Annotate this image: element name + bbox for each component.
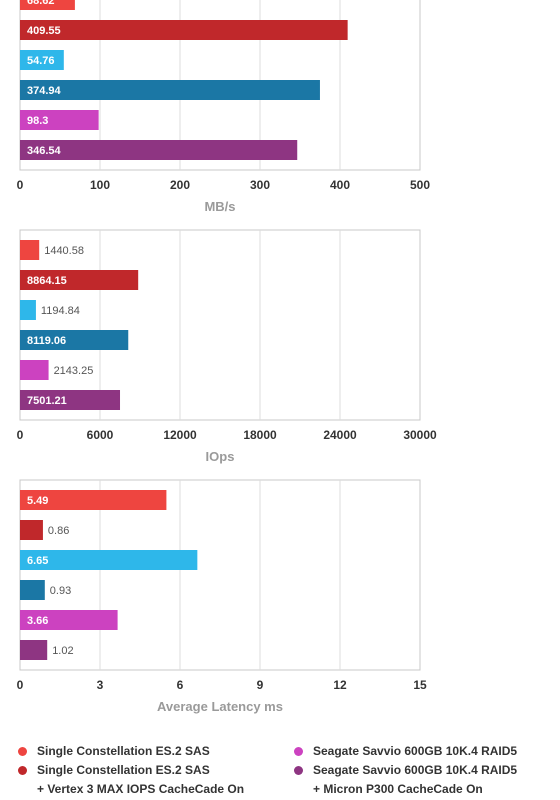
bar-value-label: 1440.58 [44, 245, 84, 257]
bar [20, 520, 43, 540]
bar-value-label: 6.65 [27, 555, 48, 567]
legend-swatch-2 [18, 766, 27, 775]
bar-value-label: 346.54 [27, 145, 62, 157]
legend-label-4: Seagate Savvio 600GB 10K.4 RAID5 [313, 763, 518, 777]
x-tick-label: 18000 [243, 428, 277, 442]
bar [20, 640, 48, 660]
bar-value-label: 7501.21 [27, 395, 67, 407]
x-tick-label: 6 [177, 678, 184, 692]
x-tick-label: 300 [250, 178, 270, 192]
legend-label-2-line2: + Vertex 3 MAX IOPS CacheCade On [37, 782, 245, 796]
x-tick-label: 30000 [403, 428, 437, 442]
legend: Single Constellation ES.2 SAS Single Con… [0, 742, 560, 800]
bar [20, 140, 298, 160]
bar [20, 270, 139, 290]
x-tick-label: 0 [17, 428, 24, 442]
x-tick-label: 9 [257, 678, 264, 692]
bar [20, 80, 320, 100]
bar [20, 330, 129, 350]
bar [20, 580, 45, 600]
x-tick-label: 100 [90, 178, 110, 192]
bar-value-label: 0.93 [50, 585, 71, 597]
x-axis-title: IOps [206, 449, 235, 464]
bar-value-label: 8119.06 [27, 335, 66, 347]
bar [20, 610, 118, 630]
bar [20, 0, 75, 10]
plot-frame-3 [19, 479, 421, 671]
bar [20, 240, 40, 260]
legend-label-4-line2: + Micron P300 CacheCade On [313, 782, 483, 796]
bar [20, 50, 64, 70]
legend-label-1: Single Constellation ES.2 SAS [37, 744, 210, 758]
bar-value-label: 5.49 [27, 495, 48, 507]
legend-swatch-4 [294, 766, 303, 775]
bar-value-label: 8864.15 [27, 275, 67, 287]
legend-swatch-3 [294, 747, 303, 756]
x-tick-label: 0 [17, 678, 24, 692]
x-tick-label: 24000 [323, 428, 357, 442]
x-tick-label: 3 [97, 678, 104, 692]
bar-value-label: 1194.84 [41, 305, 80, 317]
x-tick-label: 6000 [87, 428, 114, 442]
x-tick-label: 12000 [163, 428, 197, 442]
bar-value-label: 68.62 [27, 0, 55, 7]
bar [20, 20, 348, 40]
x-tick-label: 500 [410, 178, 430, 192]
bar [20, 490, 167, 510]
bar-value-label: 98.3 [27, 115, 48, 127]
plot-frame-2 [19, 229, 421, 421]
legend-swatch-1 [18, 747, 27, 756]
charts-svg: 0 100 200 300 400 500MB/s68.62409.5554.76374.… [17, 0, 437, 714]
bar [20, 550, 198, 570]
bar-value-label: 54.76 [27, 55, 55, 67]
bar [20, 110, 99, 130]
x-tick-label: 0 [17, 178, 24, 192]
x-tick-label: 400 [330, 178, 350, 192]
x-axis-title: MB/s [204, 199, 235, 214]
bar-value-label: 0.86 [48, 525, 69, 537]
x-tick-label: 12 [333, 678, 347, 692]
charts-area: 0 100 200 300 400 500 MB/s 68.62 409.55 54.76 374.… [17, 0, 437, 714]
bar [20, 360, 49, 380]
bar [20, 390, 121, 410]
x-tick-label: 15 [413, 678, 427, 692]
bar-value-label: 3.66 [27, 615, 48, 627]
x-axis-title: Average Latency ms [157, 699, 283, 714]
legend-label-3: Seagate Savvio 600GB 10K.4 RAID5 [313, 744, 518, 758]
bar-value-label: 409.55 [27, 25, 61, 37]
bar-value-label: 1.02 [52, 645, 73, 657]
bar [20, 300, 36, 320]
bar-value-label: 374.94 [27, 85, 62, 97]
legend-label-2: Single Constellation ES.2 SAS [37, 763, 210, 777]
x-tick-label: 200 [170, 178, 190, 192]
bar-value-label: 2143.25 [54, 365, 94, 377]
